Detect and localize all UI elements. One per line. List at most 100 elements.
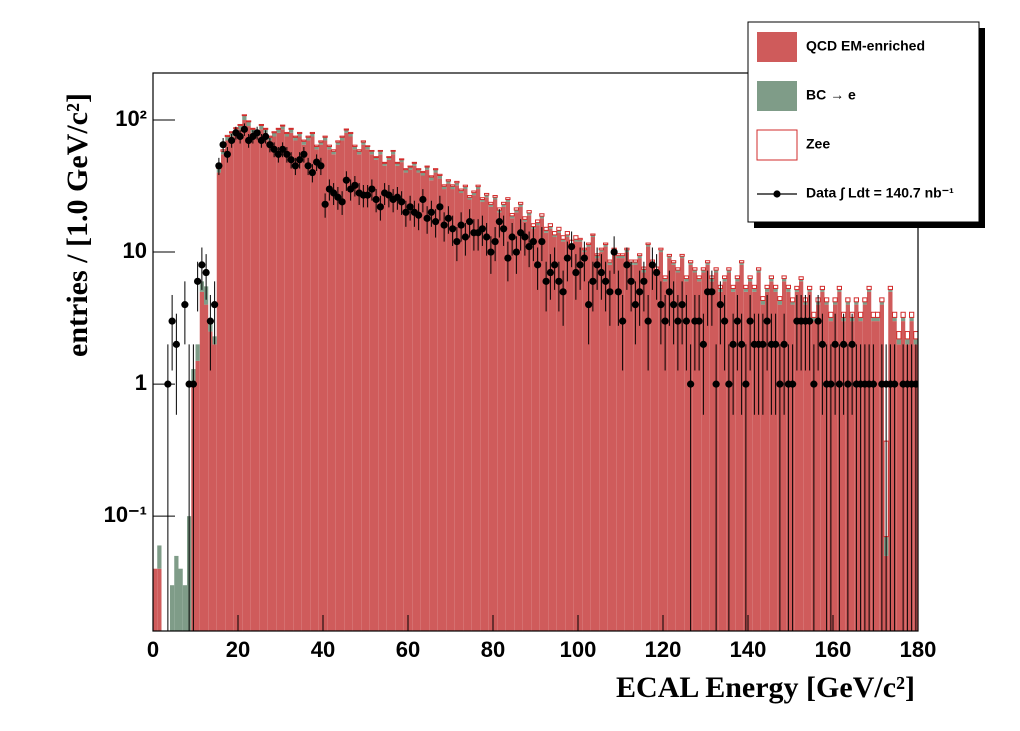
histogram-outline <box>271 131 277 134</box>
histogram-bar <box>459 193 464 631</box>
data-point <box>657 301 665 309</box>
histogram-bar <box>238 129 243 631</box>
data-point <box>670 301 678 309</box>
histogram-bar <box>561 241 566 631</box>
data-point <box>495 218 503 226</box>
histogram-bar <box>701 272 706 631</box>
histogram-bar <box>667 256 672 259</box>
histogram-outline <box>399 158 405 161</box>
histogram-outline <box>424 165 430 168</box>
histogram-bar <box>391 154 396 631</box>
data-point <box>699 340 707 348</box>
data-point <box>504 254 512 262</box>
histogram-bar <box>705 264 710 631</box>
histogram-bar <box>565 237 570 631</box>
data-point <box>483 233 491 241</box>
histogram-bar <box>680 256 685 259</box>
histogram-bar <box>242 115 247 121</box>
histogram-outline <box>471 190 477 194</box>
histogram-bar <box>896 344 901 631</box>
histogram-bar <box>586 246 591 631</box>
histogram-bar <box>620 255 625 259</box>
histogram-outline <box>458 188 464 192</box>
histogram-bar <box>735 281 740 631</box>
histogram-bar <box>280 129 285 631</box>
histogram-bar <box>259 129 264 631</box>
histogram-bar <box>272 132 277 137</box>
histogram-outline <box>326 144 332 148</box>
histogram-bar <box>782 281 787 631</box>
histogram-outline <box>437 173 443 177</box>
histogram-bar <box>603 244 608 247</box>
histogram-bar <box>862 301 867 305</box>
histogram-bar <box>556 232 561 631</box>
histogram-bar <box>412 163 417 166</box>
histogram-bar <box>221 154 226 631</box>
histogram-outline <box>407 165 413 168</box>
data-point <box>810 380 818 388</box>
data-point <box>364 191 372 199</box>
histogram-outline <box>662 275 668 280</box>
histogram-bar <box>501 204 506 207</box>
histogram-outline <box>913 331 918 340</box>
histogram-outline <box>224 134 230 138</box>
data-point <box>606 288 614 296</box>
histogram-outline <box>309 131 315 135</box>
histogram-bar <box>212 344 217 631</box>
histogram-bar <box>250 132 255 631</box>
histogram-bar <box>641 272 646 631</box>
data-point <box>580 254 588 262</box>
histogram-outline <box>488 201 494 205</box>
histogram-bar <box>684 281 689 631</box>
histogram-bar <box>544 232 549 631</box>
data-point <box>521 233 529 241</box>
histogram-bar <box>841 321 846 631</box>
histogram-bar <box>170 585 175 631</box>
histogram-bar <box>739 262 744 265</box>
histogram-bar <box>510 215 515 219</box>
histogram-bar <box>314 149 319 631</box>
histogram-outline <box>462 184 468 188</box>
histogram-bar <box>590 237 595 631</box>
data-point <box>644 317 652 325</box>
data-point <box>869 380 877 388</box>
data-point <box>236 132 244 141</box>
histogram-bar <box>420 172 425 176</box>
histogram-bar <box>760 300 765 305</box>
histogram-outline <box>263 127 269 130</box>
histogram-bar <box>357 151 362 155</box>
histogram-outline <box>726 267 732 271</box>
histogram-bar <box>539 218 544 631</box>
histogram-bar <box>913 338 918 345</box>
data-point <box>270 145 278 153</box>
histogram-bar <box>340 140 345 631</box>
data-point <box>453 238 461 246</box>
histogram-outline <box>352 144 358 148</box>
histogram-outline <box>297 131 303 135</box>
histogram-outline <box>258 123 264 126</box>
histogram-bar <box>433 169 438 173</box>
histogram-outline <box>513 207 519 211</box>
histogram-bar <box>510 218 515 631</box>
histogram-outline <box>683 275 689 280</box>
histogram-bar <box>208 331 213 631</box>
histogram-bar <box>480 199 485 202</box>
data-point <box>687 380 695 388</box>
histogram-bar <box>552 234 557 238</box>
histogram-bar <box>484 197 489 631</box>
data-point <box>738 340 746 348</box>
histogram-bar <box>323 137 328 141</box>
histogram-bar <box>429 177 434 181</box>
histogram-outline <box>743 284 749 289</box>
histogram-bar <box>578 239 583 242</box>
data-point <box>427 208 435 216</box>
histogram-bar <box>450 186 455 190</box>
histogram-outline <box>450 184 456 187</box>
histogram-bar <box>425 169 430 631</box>
histogram-bar <box>879 301 884 305</box>
histogram-outline <box>892 311 898 318</box>
data-point <box>538 238 546 246</box>
data-point <box>844 380 852 388</box>
histogram-bar <box>399 162 404 631</box>
